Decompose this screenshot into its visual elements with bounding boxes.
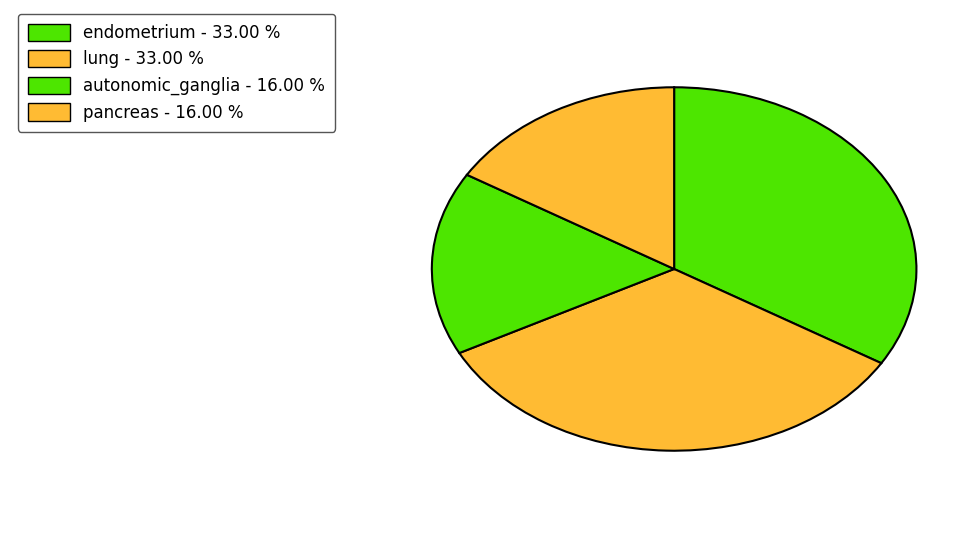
Wedge shape (459, 269, 881, 451)
Legend: endometrium - 33.00 %, lung - 33.00 %, autonomic_ganglia - 16.00 %, pancreas - 1: endometrium - 33.00 %, lung - 33.00 %, a… (19, 13, 335, 132)
Wedge shape (467, 87, 674, 269)
Wedge shape (432, 175, 674, 353)
Wedge shape (674, 87, 916, 363)
